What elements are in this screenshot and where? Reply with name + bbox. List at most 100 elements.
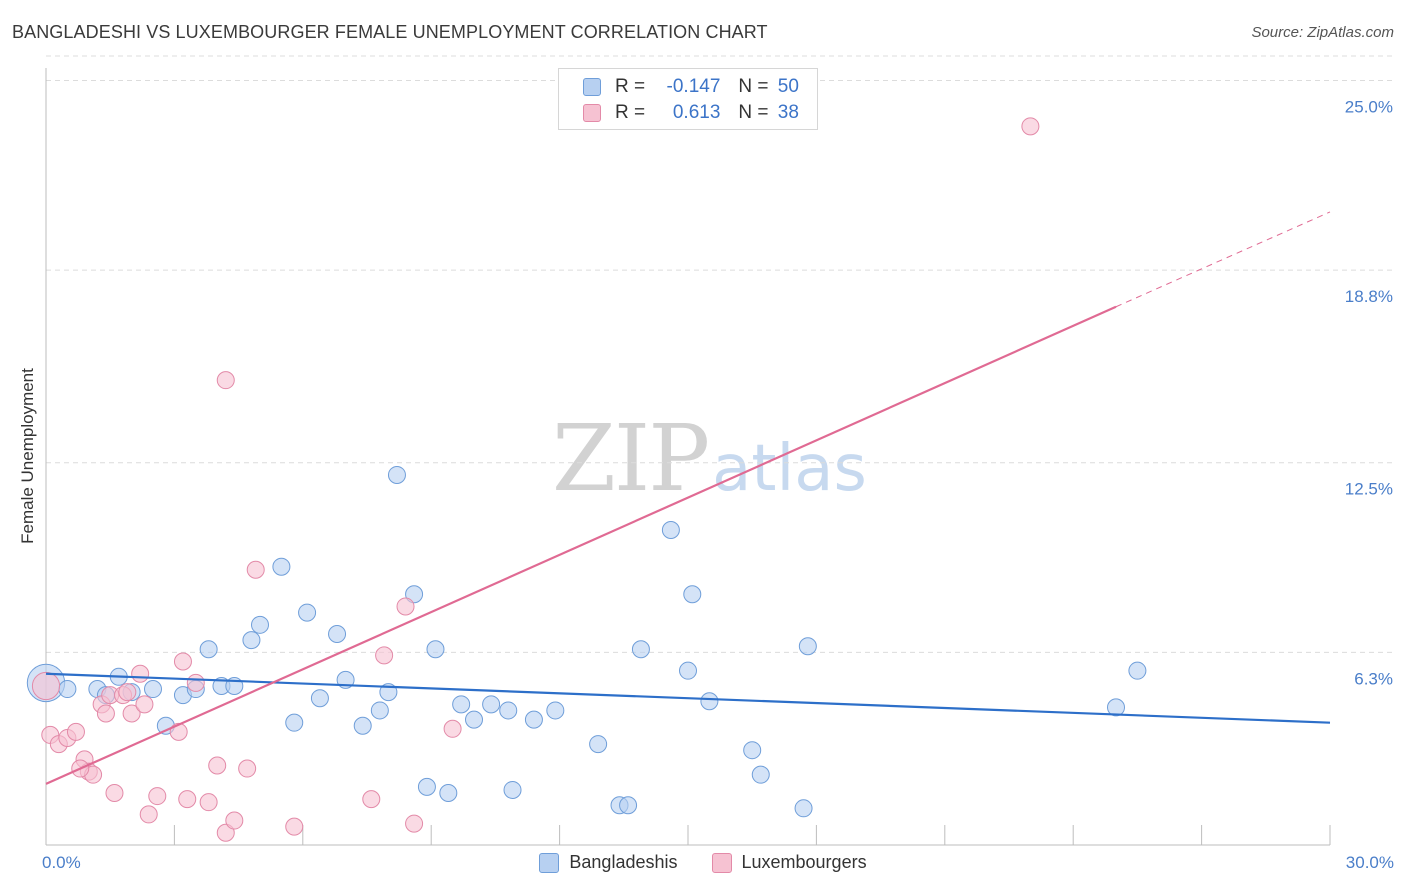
bangladeshi-point [426,640,445,659]
bangladeshi-point [417,777,436,796]
legend-item-luxembourgers: Luxembourgers [711,852,867,873]
luxembourger-point [135,695,154,714]
n-value: 50 [777,76,799,97]
luxembourger-point [118,683,137,702]
bangladeshi-point [524,710,543,729]
trend-layer [45,211,1331,785]
luxembourger-point [66,722,85,741]
bangladeshi-point [298,603,317,622]
luxembourger-point [173,652,192,671]
bangladeshi-point [661,521,680,540]
bangladeshi-point [503,780,522,799]
bangladeshi-point [798,637,817,656]
luxembourger-point [375,646,394,665]
r-label: R = [615,76,646,97]
luxembourger-point [139,805,158,824]
luxembourger-point [208,756,227,775]
bangladeshi-point [251,615,269,634]
y-tick-label: 25.0% [1345,97,1393,116]
luxembourger-point [238,759,257,778]
grid-layer [46,55,1395,653]
luxembourger-point [131,664,150,683]
legend-swatch-luxembourgers [711,852,732,873]
luxembourger-trend-extension [1115,211,1331,308]
tick-layer: 6.3% 12.5% 18.8% 25.0% 0.0% 30.0% [42,97,1394,872]
bangladeshi-point [683,585,702,604]
bangladeshi-point [1128,661,1147,680]
chart-title: BANGLADESHI VS LUXEMBOURGER FEMALE UNEMP… [12,22,768,42]
watermark-atlas: atlas [712,432,867,506]
bangladeshi-point [285,713,304,732]
bangladeshi-point [242,631,261,650]
luxembourger-point [225,811,244,830]
bangladeshi-point [452,695,471,714]
luxembourger-point [122,704,141,723]
bangladeshi-point [589,735,608,754]
n-value: 38 [777,102,799,123]
luxembourger-point [216,823,235,842]
bangladeshi-point [439,784,458,803]
luxembourger-point [285,817,304,836]
source-label: Source: ZipAtlas.com [1251,24,1394,41]
luxembourger-point [362,790,381,809]
r-value: 0.613 [672,102,721,123]
bangladeshi-point [546,701,565,720]
bangladeshi-point [272,557,291,576]
legend-swatch-bangladeshis [539,852,560,873]
r-value: -0.147 [666,76,721,97]
bangladeshi-point [743,741,762,760]
axis-layer [45,68,1331,846]
r-label: R = [615,102,646,123]
luxembourger-point [178,790,197,809]
luxembourger-point [1021,117,1040,136]
legend-swatch-pink [583,104,601,122]
luxembourger-point [396,597,415,616]
legend-swatch-blue [583,78,601,96]
bangladeshi-point [482,695,501,714]
luxembourger-point [199,793,218,812]
y-tick-label: 6.3% [1354,669,1393,688]
bangladeshi-point [199,640,218,659]
luxembourger-point [96,704,115,723]
watermark: ZIPatlas [552,405,867,512]
stats-legend: R = -0.147 N = 50 R = 0.613 N = 38 [558,68,818,130]
luxembourger-point [246,560,265,579]
bangladeshi-point [1107,698,1125,717]
luxembourger-point [443,719,462,738]
bangladeshi-point [499,701,518,720]
bangladeshi-point [679,661,697,680]
bangladeshi-point [144,680,162,699]
x-tick-label: 0.0% [42,853,81,872]
luxembourger-point [169,722,188,741]
luxembourger-point [405,814,424,833]
x-tick-label: 30.0% [1346,853,1394,872]
watermark-zip: ZIP [552,405,710,512]
bangladeshi-point [387,465,406,484]
luxembourger-point [148,787,167,806]
stats-legend-row-luxembourgers: R = 0.613 N = 38 [583,101,799,125]
luxembourger-point [186,673,205,692]
bangladeshi-point [700,692,719,711]
series-legend: Bangladeshis Luxembourgers [0,852,1406,873]
bangladeshi-point [619,796,638,815]
luxembourger-point [105,784,124,803]
luxembourger-point [216,371,235,390]
luxembourger-trend-line [45,305,1117,785]
bangladeshi-point [751,765,770,784]
points-layer [26,117,1147,842]
bangladeshi-point [405,585,424,604]
legend-label-bangladeshis: Bangladeshis [569,852,678,872]
bangladeshi-point [794,799,813,818]
stats-legend-row-bangladeshis: R = -0.147 N = 50 [583,75,799,99]
bangladeshi-point [58,680,77,699]
bangladeshi-point [353,716,372,735]
n-label: N = [738,76,769,97]
bangladeshi-point [370,701,389,720]
luxembourger-point [31,671,61,701]
legend-item-bangladeshis: Bangladeshis [539,852,678,873]
y-tick-label: 12.5% [1345,480,1393,499]
legend-label-luxembourgers: Luxembourgers [741,852,867,872]
bangladeshi-point [328,624,347,643]
bangladeshi-point [310,689,329,708]
